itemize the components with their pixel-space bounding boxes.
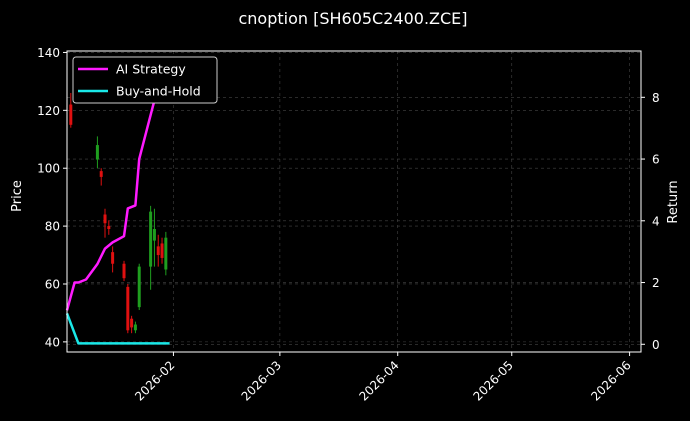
y-tick-label: 100 [37, 162, 60, 176]
legend-label-ai-strategy: AI Strategy [116, 62, 186, 77]
chart-title: cnoption [SH605C2400.ZCE] [238, 9, 467, 28]
y2-tick-label: 4 [652, 214, 660, 228]
y-tick-label: 60 [45, 277, 60, 291]
candle-body [152, 228, 156, 241]
candle-body [99, 171, 103, 177]
ai-strategy-line [65, 63, 160, 311]
candle-body [126, 286, 130, 331]
legend-box [72, 56, 218, 104]
candle-body [156, 246, 160, 256]
y2-axis-label: Return [666, 180, 681, 223]
plot-frame [66, 50, 642, 353]
candlesticks [69, 92, 168, 334]
y2-tick-label: 0 [652, 338, 660, 352]
buy-and-hold-line [65, 312, 170, 345]
y-tick-label: 40 [45, 335, 60, 349]
candle-body [103, 214, 107, 224]
candle-body [164, 237, 168, 270]
legend: AI Strategy Buy-and-Hold [72, 56, 218, 104]
candle-body [133, 324, 137, 331]
legend-label-buy-and-hold: Buy-and-Hold [116, 84, 201, 99]
y2-tick-label: 2 [652, 276, 660, 290]
candle-body [69, 104, 73, 125]
candle-body [130, 318, 134, 328]
return-lines [65, 63, 170, 345]
y2-tick-label: 8 [652, 91, 660, 105]
candle-body [160, 243, 164, 258]
y-tick-label: 140 [37, 46, 60, 60]
y-tick-label: 120 [37, 104, 60, 118]
candle-body [149, 211, 153, 267]
candle-body [107, 226, 111, 229]
candle-body [137, 266, 141, 308]
y-tick-label: 80 [45, 220, 60, 234]
candle-body [111, 252, 115, 264]
candle-body [95, 145, 99, 160]
candle-body [122, 263, 126, 279]
y-axis-label: Price [10, 180, 25, 212]
y2-tick-label: 6 [652, 153, 660, 167]
